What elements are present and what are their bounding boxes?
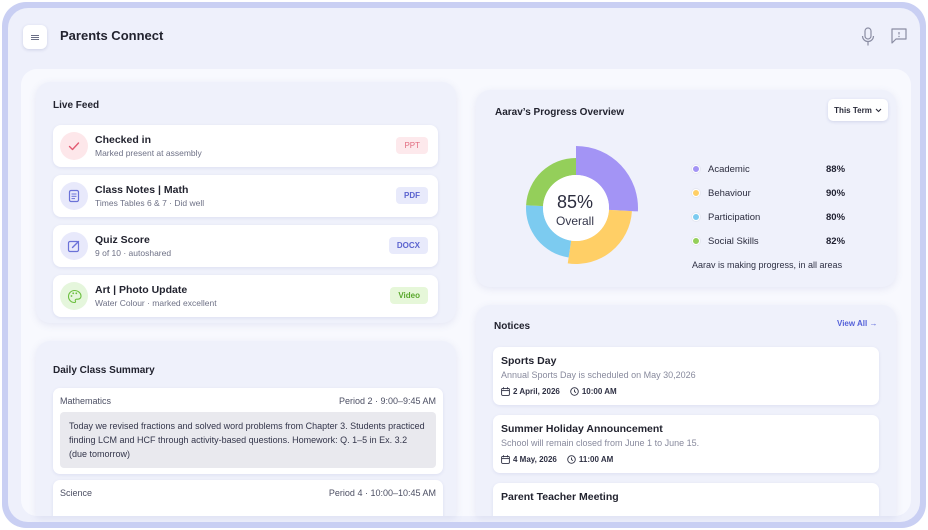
legend-value-social-skills: 82%	[826, 236, 846, 247]
notices-panel: Notices View All → Sports Day Annual Spo…	[476, 305, 896, 516]
legend-value-academic: 88%	[826, 164, 846, 175]
notice-card-sports-day[interactable]: Sports Day Annual Sports Day is schedule…	[493, 347, 879, 405]
daily-summary-panel: Daily Class Summary Mathematics Period 2…	[36, 341, 456, 516]
feed-item-class-notes[interactable]: Class Notes | Math Times Tables 6 & 7 · …	[53, 175, 438, 217]
notice-date: 4 May, 2026	[513, 455, 557, 464]
progress-note: Aarav is making progress, in all areas	[692, 260, 843, 270]
feed-item-subtitle: Marked present at assembly	[95, 148, 202, 158]
feed-item-title: Class Notes | Math	[95, 184, 189, 196]
term-select-value: This Term	[834, 105, 872, 115]
app-window: Parents Connect Live Feed Checked in Mar…	[8, 8, 920, 522]
donut-hole	[543, 175, 609, 241]
file-type-badge[interactable]: PDF	[396, 187, 428, 204]
progress-donut-chart	[526, 146, 638, 264]
chat-icon[interactable]	[890, 27, 908, 45]
file-type-badge[interactable]: DOCX	[388, 237, 428, 254]
menu-button[interactable]	[23, 25, 47, 49]
notice-meta: 2 April, 2026 10:00 AM	[501, 387, 617, 396]
legend-dot-social-skills	[692, 237, 700, 245]
progress-panel: Aarav’s Progress Overview This Term 85% …	[476, 90, 896, 287]
file-type-badge[interactable]: Video	[390, 287, 428, 304]
daily-summary-title: Daily Class Summary	[53, 365, 155, 376]
legend-label-behaviour: Behaviour	[708, 188, 751, 199]
checkmark-icon	[60, 132, 88, 160]
legend-value-participation: 80%	[826, 212, 846, 223]
live-feed-panel: Live Feed Checked in Marked present at a…	[36, 82, 456, 323]
legend-dot-behaviour	[692, 189, 700, 197]
feed-item-art-photo[interactable]: Art | Photo Update Water Colour · marked…	[53, 275, 438, 317]
clock-icon	[567, 455, 576, 464]
legend-dot-participation	[692, 213, 700, 221]
class-subject: Mathematics	[60, 396, 112, 406]
term-select[interactable]: This Term	[828, 99, 888, 121]
donut-segment-social-skills	[526, 158, 576, 207]
view-all-link[interactable]: View All →	[837, 319, 878, 328]
feed-item-checked-in[interactable]: Checked in Marked present at assembly PP…	[53, 125, 438, 167]
notice-time: 11:00 AM	[578, 455, 614, 464]
notice-description: Annual Sports Day is scheduled on May 30…	[501, 370, 696, 380]
microphone-icon[interactable]	[860, 27, 876, 47]
donut-center-value: 85%	[556, 192, 594, 212]
edit-icon	[60, 232, 88, 260]
live-feed-title: Live Feed	[53, 100, 100, 111]
donut-segment-academic	[576, 146, 638, 212]
donut-segment-participation	[526, 205, 572, 258]
donut-segment-behaviour	[567, 209, 632, 264]
calendar-icon	[501, 455, 510, 464]
notice-time: 10:00 AM	[581, 387, 617, 396]
class-card-mathematics[interactable]: Mathematics Period 2 · 9:00–9:45 AM Toda…	[53, 388, 443, 474]
palette-icon	[60, 282, 88, 310]
class-period: Period 2 · 9:00–9:45 AM	[338, 396, 436, 406]
notice-title: Parent Teacher Meeting	[501, 491, 619, 503]
notices-title: Notices	[494, 321, 531, 332]
app-title: Parents Connect	[60, 28, 164, 43]
notice-date: 2 April, 2026	[513, 387, 560, 396]
legend-label-social-skills: Social Skills	[708, 236, 759, 247]
feed-item-subtitle: 9 of 10 · autoshared	[95, 248, 172, 258]
notice-description: School will remain closed from June 1 to…	[501, 438, 700, 448]
class-note: Today we revised fractions and solved wo…	[60, 412, 436, 468]
notice-meta: 4 May, 2026 11:00 AM	[501, 455, 613, 464]
class-subject: Science	[60, 488, 93, 498]
feed-item-subtitle: Water Colour · marked excellent	[95, 298, 217, 308]
class-period: Period 4 · 10:00–10:45 AM	[328, 488, 436, 498]
legend-label-participation: Participation	[708, 212, 761, 223]
menu-icon	[31, 36, 39, 38]
legend-dot-academic	[692, 165, 700, 173]
feed-item-quiz-score[interactable]: Quiz Score 9 of 10 · autoshared DOCX	[53, 225, 438, 267]
notice-title: Sports Day	[501, 355, 557, 367]
donut-center-label: Overall	[555, 214, 594, 228]
file-type-badge[interactable]: PPT	[396, 137, 428, 154]
notice-card-summer-holiday[interactable]: Summer Holiday Announcement School will …	[493, 415, 879, 473]
chevron-down-icon	[875, 108, 882, 112]
legend-label-academic: Academic	[708, 164, 750, 175]
feed-item-title: Checked in	[95, 134, 152, 146]
calendar-icon	[501, 387, 510, 396]
dashboard-surface: Live Feed Checked in Marked present at a…	[21, 69, 911, 516]
feed-item-title: Quiz Score	[95, 234, 150, 246]
progress-title: Aarav’s Progress Overview	[495, 107, 625, 118]
feed-item-subtitle: Times Tables 6 & 7 · Did well	[95, 198, 205, 208]
class-card-science[interactable]: Science Period 4 · 10:00–10:45 AM	[53, 480, 443, 516]
legend-value-behaviour: 90%	[826, 188, 846, 199]
notice-card-parent-teacher-meeting[interactable]: Parent Teacher Meeting	[493, 483, 879, 516]
document-icon	[60, 182, 88, 210]
notice-title: Summer Holiday Announcement	[501, 423, 663, 435]
feed-item-title: Art | Photo Update	[95, 284, 188, 296]
clock-icon	[570, 387, 579, 396]
